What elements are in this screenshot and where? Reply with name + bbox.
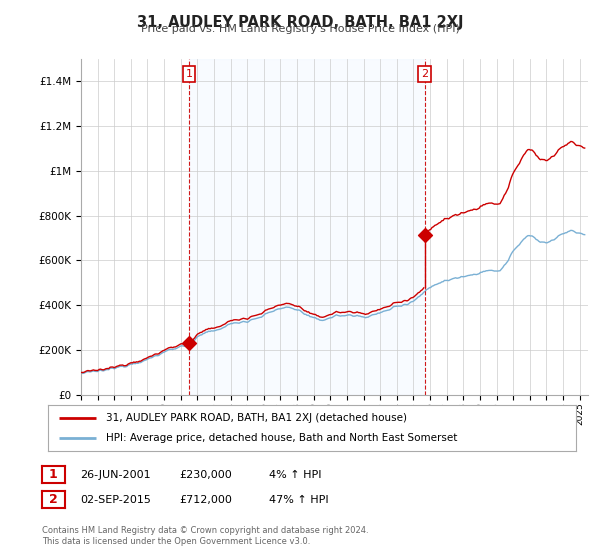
Text: 2: 2 xyxy=(421,69,428,79)
Text: 2: 2 xyxy=(49,493,58,506)
Text: HPI: Average price, detached house, Bath and North East Somerset: HPI: Average price, detached house, Bath… xyxy=(106,433,457,443)
Bar xyxy=(189,59,425,395)
Text: 4% ↑ HPI: 4% ↑ HPI xyxy=(269,470,322,480)
Text: 47% ↑ HPI: 47% ↑ HPI xyxy=(269,494,328,505)
Text: 31, AUDLEY PARK ROAD, BATH, BA1 2XJ: 31, AUDLEY PARK ROAD, BATH, BA1 2XJ xyxy=(137,15,463,30)
Text: £712,000: £712,000 xyxy=(179,494,232,505)
Point xyxy=(184,339,194,348)
Point xyxy=(420,231,430,240)
Text: £230,000: £230,000 xyxy=(179,470,232,480)
Text: 31, AUDLEY PARK ROAD, BATH, BA1 2XJ (detached house): 31, AUDLEY PARK ROAD, BATH, BA1 2XJ (det… xyxy=(106,413,407,423)
Text: 02-SEP-2015: 02-SEP-2015 xyxy=(80,494,151,505)
Text: Price paid vs. HM Land Registry's House Price Index (HPI): Price paid vs. HM Land Registry's House … xyxy=(140,24,460,34)
Text: 26-JUN-2001: 26-JUN-2001 xyxy=(80,470,151,480)
Text: Contains HM Land Registry data © Crown copyright and database right 2024.
This d: Contains HM Land Registry data © Crown c… xyxy=(42,526,368,546)
Text: 1: 1 xyxy=(185,69,193,79)
Text: 1: 1 xyxy=(49,468,58,482)
